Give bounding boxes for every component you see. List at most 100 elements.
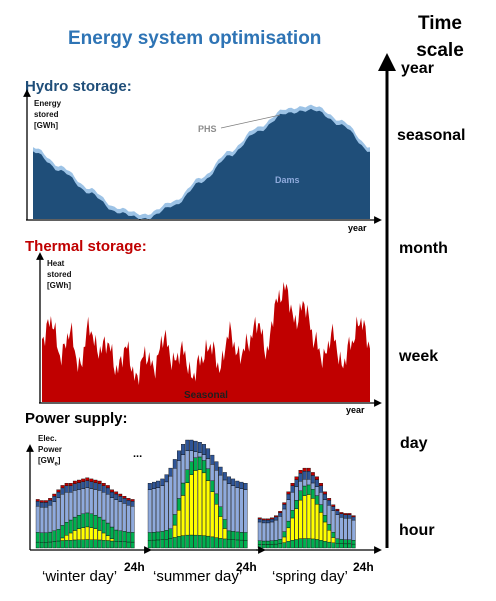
summer-day-bar-green [177,498,181,511]
winter-day-bar-base [35,542,40,549]
summer-day-bar-green [181,482,186,496]
winter-day-bar-base [60,540,65,549]
winter-day-bar-solar [68,532,73,541]
summer-day-bar-green [185,469,190,483]
winter-day-bar-base [64,540,69,549]
summer-day-bar-hydro [239,481,244,489]
winter-day-bar-solar [105,535,110,541]
spring-day-bar-hydro [319,485,323,493]
spring-day-bar-green [286,520,291,528]
winter-day-bar-solar [60,537,65,541]
winter-day-bar-other [48,498,53,501]
winter-day-bar-hydro [60,487,65,495]
winter-day-bar-other [64,483,69,486]
winter-day-bar-green [81,513,86,528]
spring-day-bar-other [274,515,278,518]
spring-day-bar-base [294,539,299,549]
spring-day-bar-green [294,500,299,509]
spring-day-bar-solar [286,527,291,542]
spring-day-bar-green [257,540,262,545]
spring-day-bar-other [339,512,344,514]
winter-day-bar-green [56,529,61,542]
winter-day-bar-other [97,480,102,484]
spring-day-bar-base [278,543,283,549]
winter-day-bar-other [85,477,90,481]
spring-day-bar-hydro [351,516,356,521]
spring-day-bar-solar [306,494,311,539]
winter-day-bar-wind [122,503,127,532]
winter-day-bar-green [114,529,119,542]
winter-day-bar-other [114,491,119,495]
spring-day-bar-wind [351,519,356,541]
winter-day-bar-base [68,540,73,549]
timescale-month: month [399,240,448,257]
winter-day-bar-hydro [85,480,90,488]
winter-day-bar-base [56,540,61,549]
summer-day-bar-hydro [189,439,194,451]
spring-day-bar-green [343,539,348,544]
winter-day-bar-other [35,499,40,502]
spring-day-bar-green [319,504,323,513]
spring-day-bar-base [290,540,295,549]
spring-day-bar-wind [323,499,327,516]
spring-day-bar-green [306,484,311,495]
spring-day-bar-other [282,502,287,505]
spring-day-bar-base [261,544,266,549]
summer-day-bar-wind [214,470,219,494]
winter-day-bar-base [72,539,77,549]
spring-day-bar-other [257,517,262,520]
winter-day-bar-wind [35,506,40,533]
winter-day-bar-wind [48,505,53,533]
spring-day-bar-wind [274,519,278,541]
winter-day-bar-wind [97,490,102,518]
spring-day-bar-green [331,532,336,538]
winter-day-bar-other [56,489,61,493]
summer-day-bar-base [235,539,240,549]
summer-day-bar-hydro [185,439,190,451]
winter-day-bar-other [77,479,81,483]
summer-day-bar-solar [172,525,177,538]
summer-day-bar-base [206,535,211,549]
winter-day-bar-hydro [81,481,86,489]
summer-day-bar-wind [160,485,165,532]
summer-day-bar-wind [156,487,161,533]
summer-day-bar-base [239,539,244,549]
summer-day-bar-base [214,537,219,549]
summer-day-bar-hydro [206,448,211,459]
winter-day-bar-base [118,541,123,549]
winter-day-bar-other [39,500,44,503]
summer-day-bar-green [239,532,244,541]
summer-day-bar-wind [243,489,248,533]
thermal-xlabel: year [346,405,365,415]
winter-day-bar-hydro [35,501,40,507]
summer-day-bar-base [193,535,198,549]
winter-day-bar-green [77,515,81,529]
winter-day-bar-other [93,479,98,483]
winter-day-bar-green [130,532,135,543]
winter-day-bar-base [93,539,98,549]
summer-day-bar-base [185,534,190,549]
hydro-ylabel: Energy stored [GWh] [34,99,62,130]
summer-day-bar-hydro [193,440,198,452]
summer-day-bar-green [156,531,161,541]
spring-day-bar-other [331,504,336,507]
winter-day-bar-solar [93,528,98,540]
spring-day-bar-solar [282,536,287,543]
winter-day-bar-base [97,539,102,549]
winter-day-bar-solar [72,530,77,541]
winter-day-bar-hydro [72,483,77,491]
summer-day-bar-solar [218,516,223,539]
spring-day-bar-solar [331,537,336,543]
winter-day-bar-other [89,478,94,482]
summer-day-bar-green [168,528,173,539]
summer-day-bar-wind [227,483,231,531]
winter-day-bar-other [81,478,86,482]
winter-day-bar-solar [97,530,102,541]
spring-day-bar-green [290,510,295,519]
summer-day-bar-green [172,514,177,526]
spring-day-bar-other [286,491,291,495]
summer-day-bar-base [152,539,156,549]
winter-day-bar-wind [77,489,81,516]
winter-day-bar-base [39,542,44,549]
winter-day-bar-solar [77,528,81,540]
